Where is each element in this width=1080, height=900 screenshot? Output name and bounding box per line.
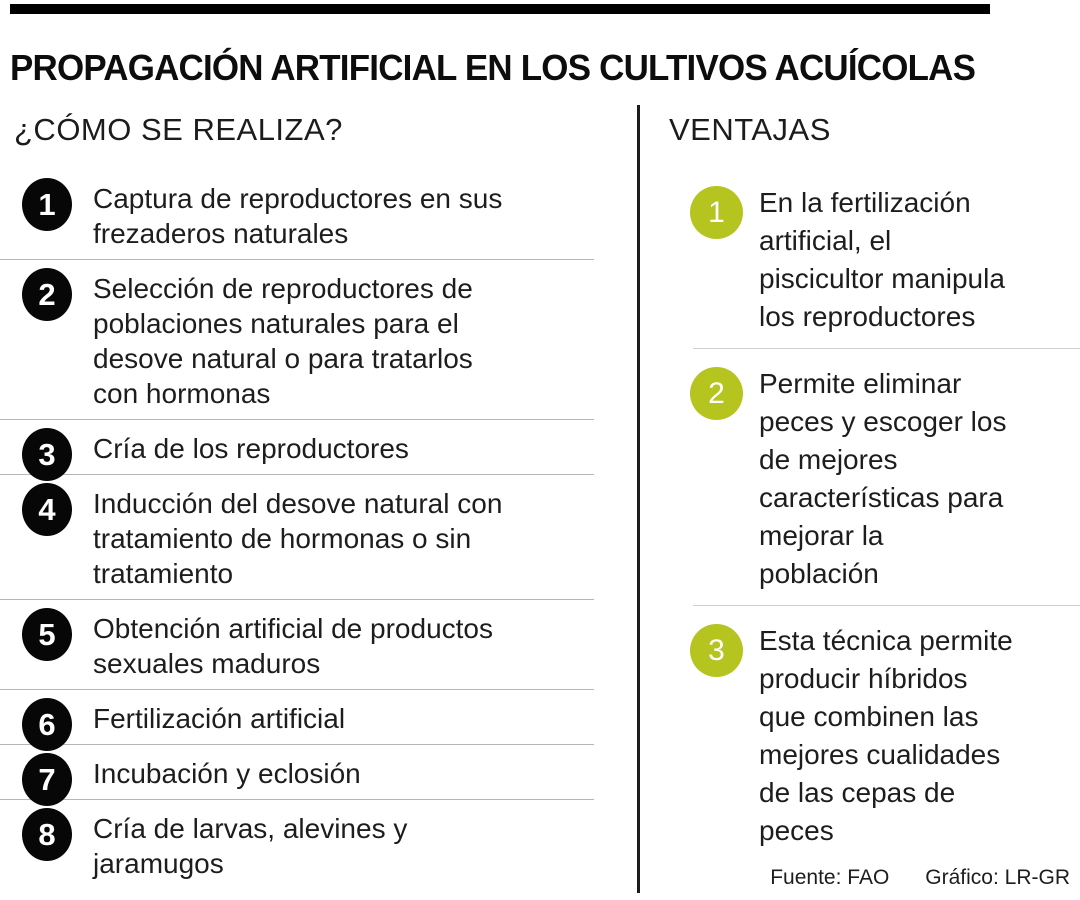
step-number-badge: 2: [22, 268, 72, 321]
advantage-item: 3 Esta técnica permite producir híbridos…: [690, 606, 1080, 862]
step-item: 1 Captura de reproductores en sus frezad…: [0, 170, 594, 260]
source-credit: Fuente: FAO: [770, 866, 890, 889]
step-text: Cría de los reproductores: [93, 433, 409, 464]
step-number-badge: 1: [22, 178, 72, 231]
advantage-text: En la fertilización artificial, el pisci…: [759, 187, 1005, 332]
how-heading: ¿CÓMO SE REALIZA?: [14, 112, 343, 147]
step-item: 3 Cría de los reproductores: [0, 420, 594, 481]
top-accent-bar: [10, 4, 990, 14]
advantage-text: Esta técnica permite producir híbridos q…: [759, 625, 1013, 846]
step-item: 6 Fertilización artificial: [0, 690, 594, 751]
how-column: ¿CÓMO SE REALIZA? 1 Captura de reproduct…: [0, 105, 637, 900]
step-text: Captura de reproductores en sus frezader…: [93, 183, 503, 249]
advantage-text: Permite eliminar peces y escoger los de …: [759, 368, 1007, 589]
step-item: 5 Obtención artificial de productos sexu…: [0, 600, 594, 690]
advantages-list: 1 En la fertilización artificial, el pis…: [640, 168, 1080, 862]
step-item: 8 Cría de larvas, alevines y jaramugos: [0, 800, 594, 889]
step-text: Fertilización artificial: [93, 703, 346, 734]
steps-list: 1 Captura de reproductores en sus frezad…: [0, 170, 637, 889]
page-title: PROPAGACIÓN ARTIFICIAL EN LOS CULTIVOS A…: [10, 47, 976, 89]
step-text: Incubación y eclosión: [93, 758, 361, 789]
column-divider: [637, 105, 640, 893]
step-number-badge: 8: [22, 808, 72, 861]
step-number-badge: 6: [22, 698, 72, 751]
step-item: 2 Selección de reproductores de poblacio…: [0, 260, 594, 420]
step-item: 4 Inducción del desove natural con trata…: [0, 475, 594, 600]
advantage-number-badge: 3: [690, 624, 743, 677]
advantage-number-badge: 2: [690, 367, 743, 420]
step-text: Inducción del desove natural con tratami…: [93, 488, 503, 589]
graphic-credit: Gráfico: LR-GR: [925, 866, 1070, 889]
step-text: Cría de larvas, alevines y jaramugos: [93, 813, 408, 879]
credits-footer: Fuente: FAO Gráfico: LR-GR: [770, 866, 1070, 890]
advantage-item: 1 En la fertilización artificial, el pis…: [690, 168, 1080, 349]
step-text: Obtención artificial de productos sexual…: [93, 613, 493, 679]
step-number-badge: 4: [22, 483, 72, 536]
step-item: 7 Incubación y eclosión: [0, 745, 594, 806]
step-number-badge: 3: [22, 428, 72, 481]
ventajas-heading: VENTAJAS: [669, 112, 831, 147]
ventajas-column: VENTAJAS 1 En la fertilización artificia…: [640, 105, 1080, 900]
columns-container: ¿CÓMO SE REALIZA? 1 Captura de reproduct…: [0, 105, 1080, 900]
step-text: Selección de reproductores de poblacione…: [93, 273, 473, 409]
step-number-badge: 7: [22, 753, 72, 806]
advantage-number-badge: 1: [690, 186, 743, 239]
step-number-badge: 5: [22, 608, 72, 661]
advantage-item: 2 Permite eliminar peces y escoger los d…: [690, 349, 1080, 606]
